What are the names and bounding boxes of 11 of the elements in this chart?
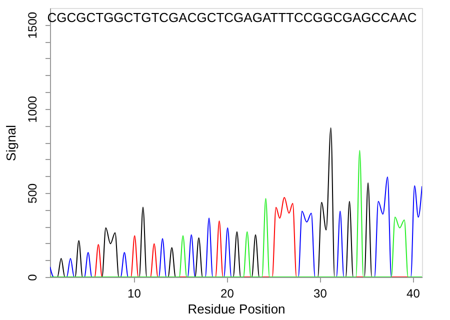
x-tick-label: 40 [406,286,420,300]
x-tick-label: 20 [220,286,234,300]
y-tick-label: 500 [26,183,40,204]
annotation: CGCGCTGGCTGTCGACGCTCGAGATTTCCGGCGAGCCAAC [47,10,417,25]
x-tick-label: 10 [128,286,142,300]
x-tick-label: 30 [314,286,328,300]
y-tick-label: 1500 [26,12,40,39]
y-tick-label: 1000 [26,96,40,123]
y-axis-title: Signal [4,124,18,162]
x-axis-title: Residue Position [188,302,286,316]
y-tick-label: 0 [26,274,40,281]
